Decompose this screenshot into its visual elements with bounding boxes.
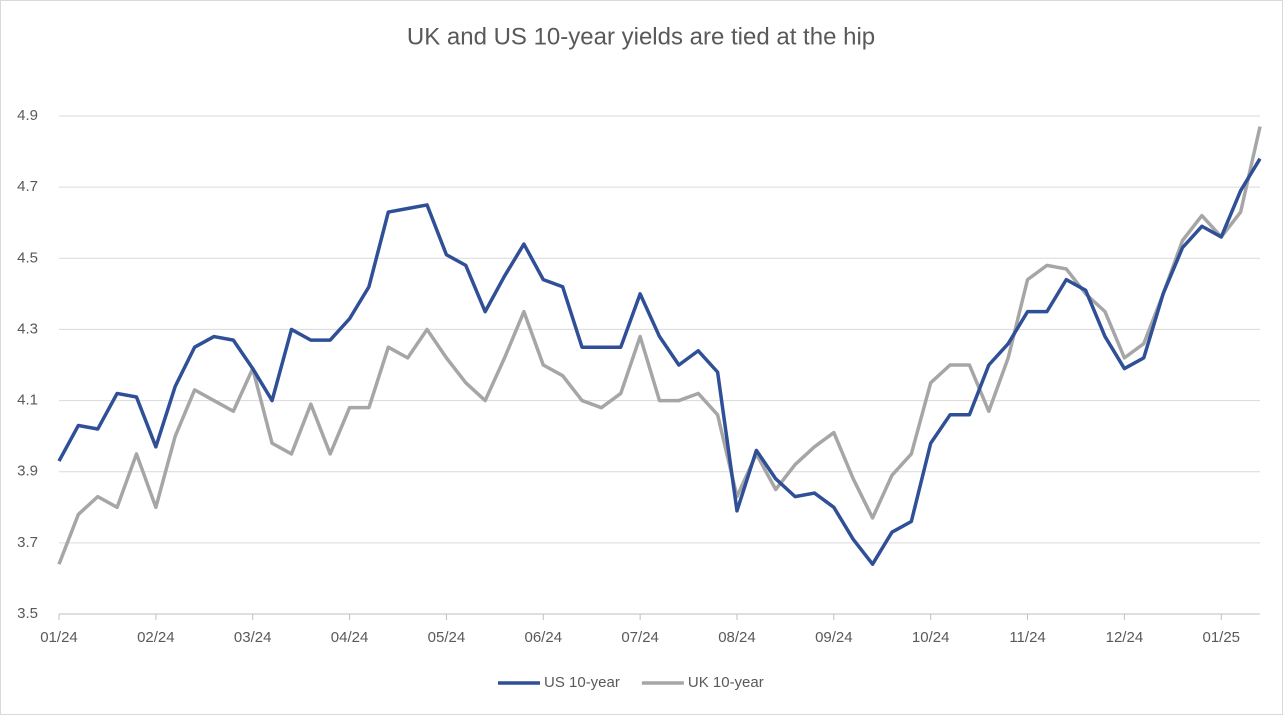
y-tick-label: 3.5	[17, 605, 38, 622]
y-tick-label: 4.7	[17, 178, 38, 195]
x-tick-label: 08/24	[718, 629, 756, 646]
x-tick-label: 10/24	[912, 629, 950, 646]
y-tick-label: 3.9	[17, 463, 38, 480]
x-tick-label: 06/24	[525, 629, 563, 646]
x-tick-label: 07/24	[621, 629, 659, 646]
x-tick-label: 09/24	[815, 629, 853, 646]
x-tick-label: 01/25	[1202, 629, 1240, 646]
x-tick-label: 04/24	[331, 629, 369, 646]
legend-label: US 10-year	[544, 674, 620, 691]
y-tick-label: 4.9	[17, 107, 38, 124]
y-tick-label: 3.7	[17, 534, 38, 551]
y-tick-label: 4.3	[17, 320, 38, 337]
chart-title: UK and US 10-year yields are tied at the…	[407, 23, 875, 50]
series-line	[57, 126, 1262, 565]
y-tick-label: 4.5	[17, 249, 38, 266]
x-tick-label: 02/24	[137, 629, 175, 646]
x-tick-label: 01/24	[40, 629, 78, 646]
legend-label: UK 10-year	[688, 674, 764, 691]
y-tick-label: 4.1	[17, 392, 38, 409]
x-tick-label: 11/24	[1009, 629, 1045, 646]
series-line	[57, 157, 1262, 566]
x-tick-label: 05/24	[428, 629, 466, 646]
x-tick-label: 12/24	[1106, 629, 1144, 646]
x-tick-label: 03/24	[234, 629, 272, 646]
